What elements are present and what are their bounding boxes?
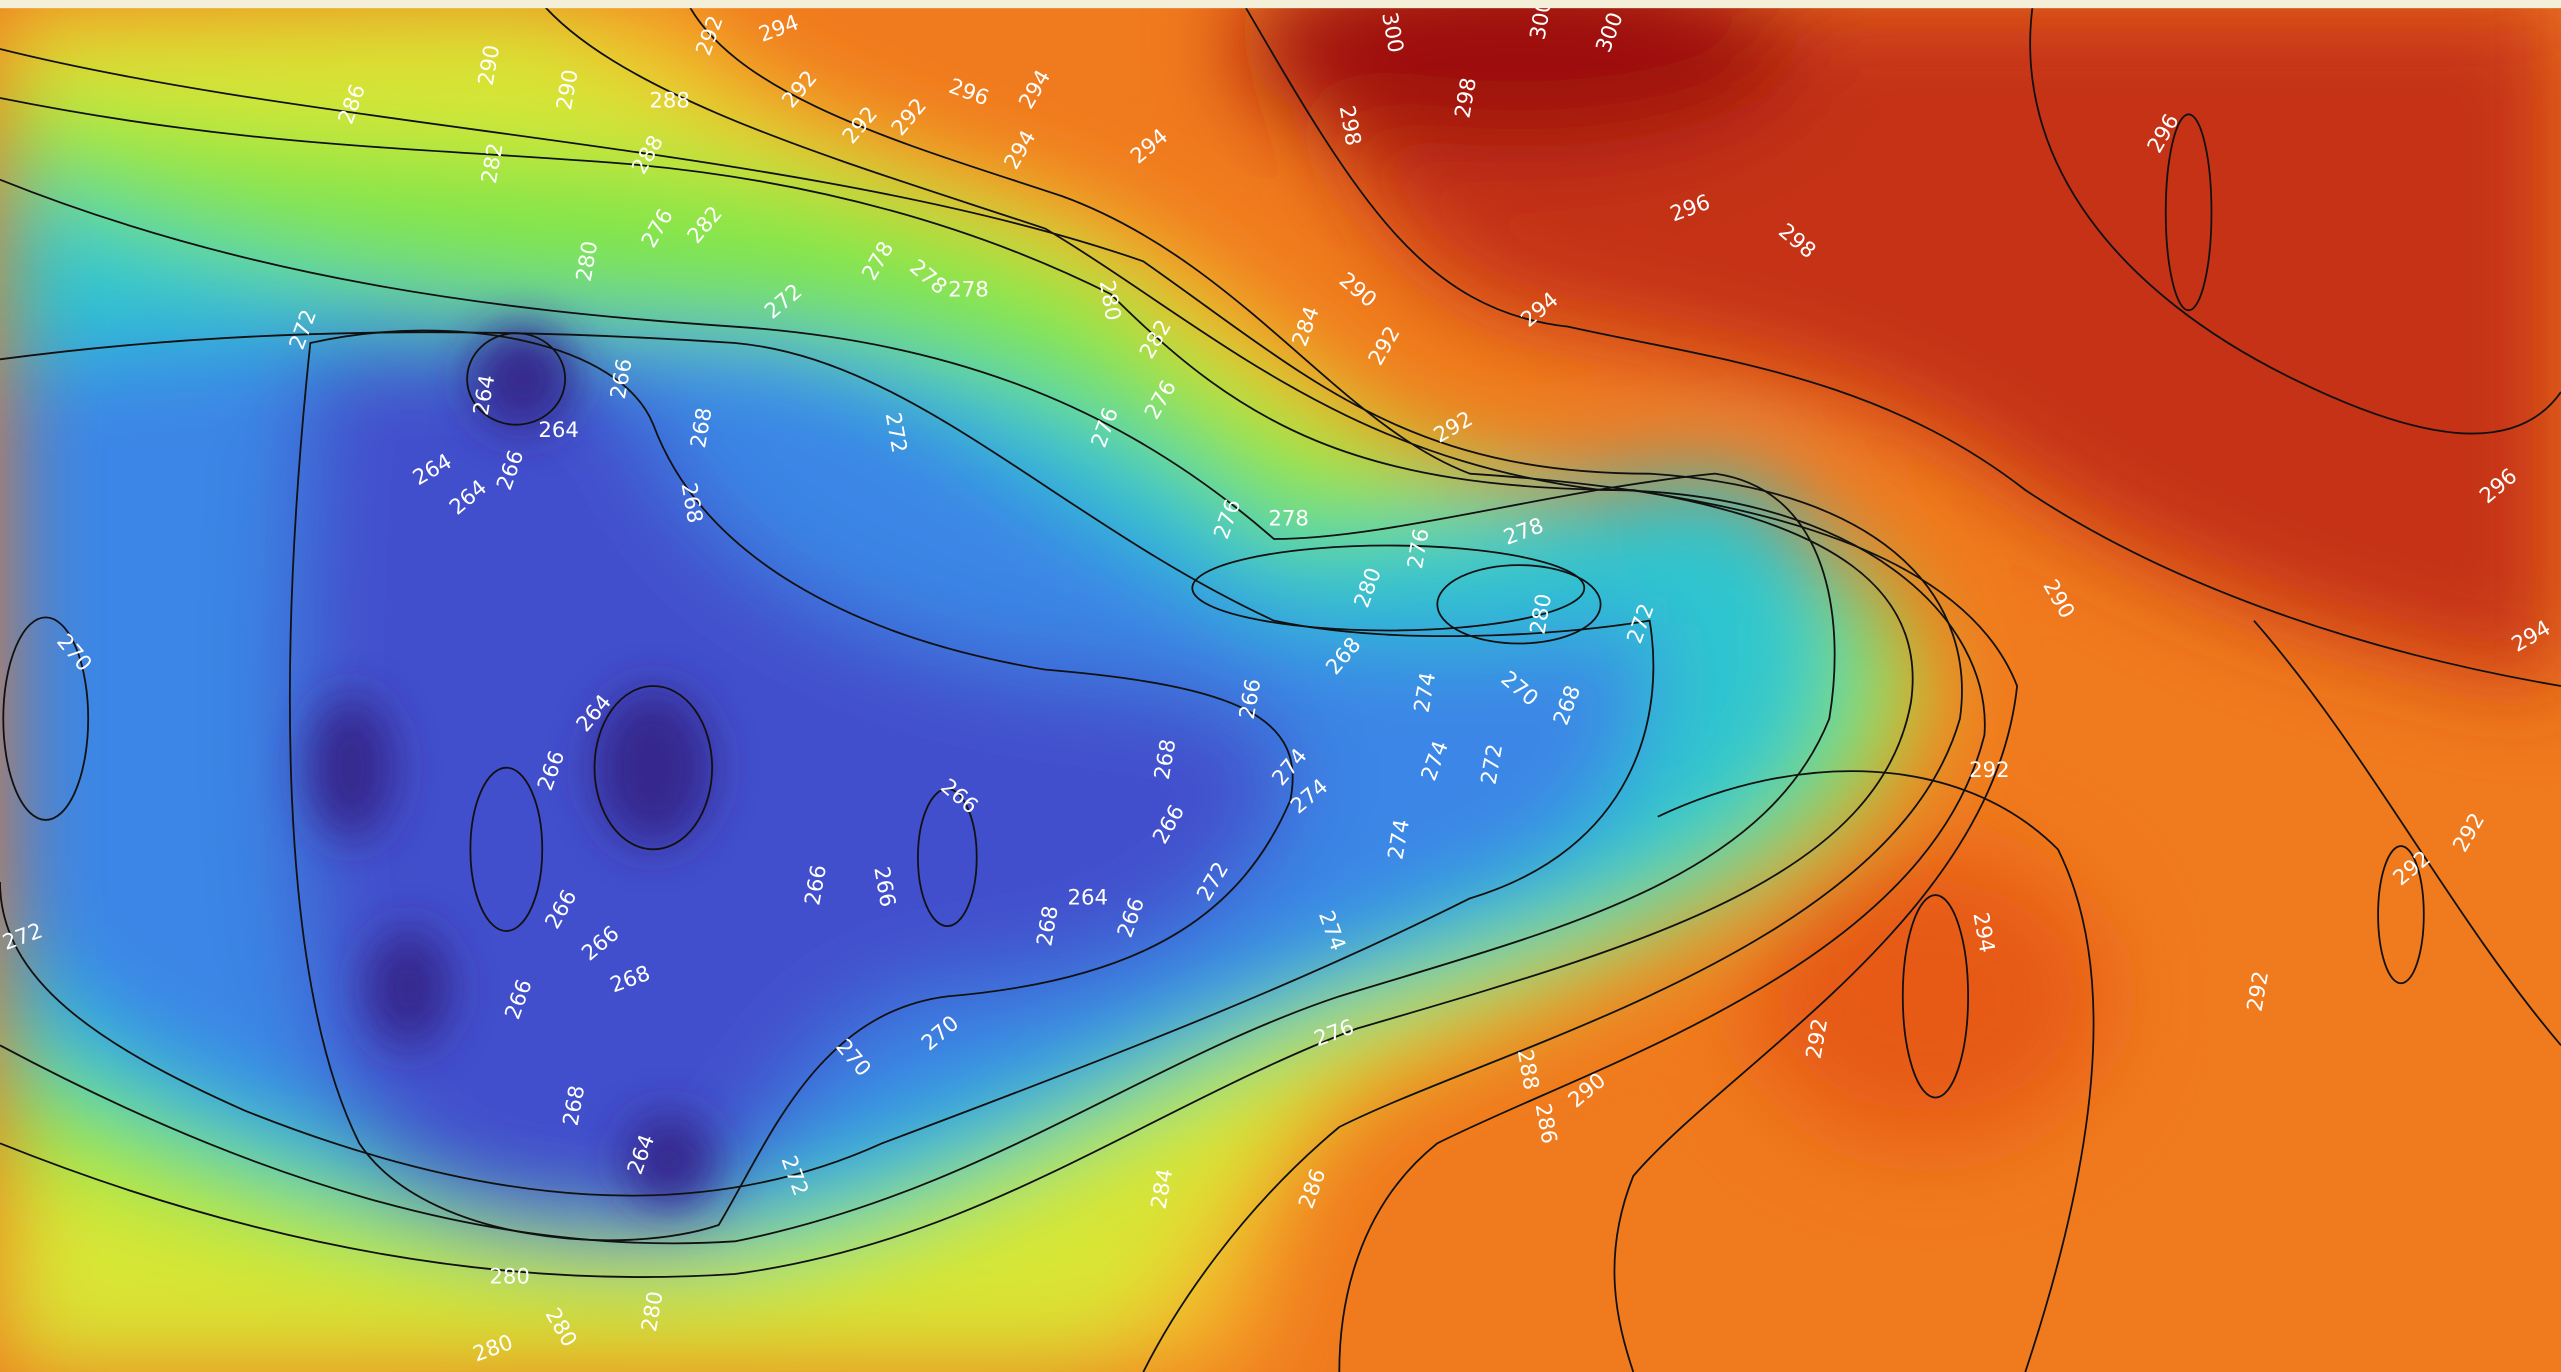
contour-label: 280 [489, 1264, 530, 1289]
contour-label: 278 [1268, 506, 1309, 531]
contour-label: 292 [1969, 758, 2010, 783]
color-field [0, 0, 2561, 1372]
contour-label: 264 [538, 418, 579, 443]
contour-label: 288 [649, 88, 690, 113]
top-strip [0, 0, 2561, 8]
contour-label: 264 [1068, 885, 1109, 910]
page: html,body{margin:0;padding:0;width:2561p… [0, 0, 2561, 1372]
contour-label: 278 [948, 278, 989, 303]
page-body: {"contour_labels":[294,292,300,300,300,2… [0, 0, 2561, 1372]
temperature-map: 2942923003003002902902862882922962942922… [0, 0, 2561, 1372]
